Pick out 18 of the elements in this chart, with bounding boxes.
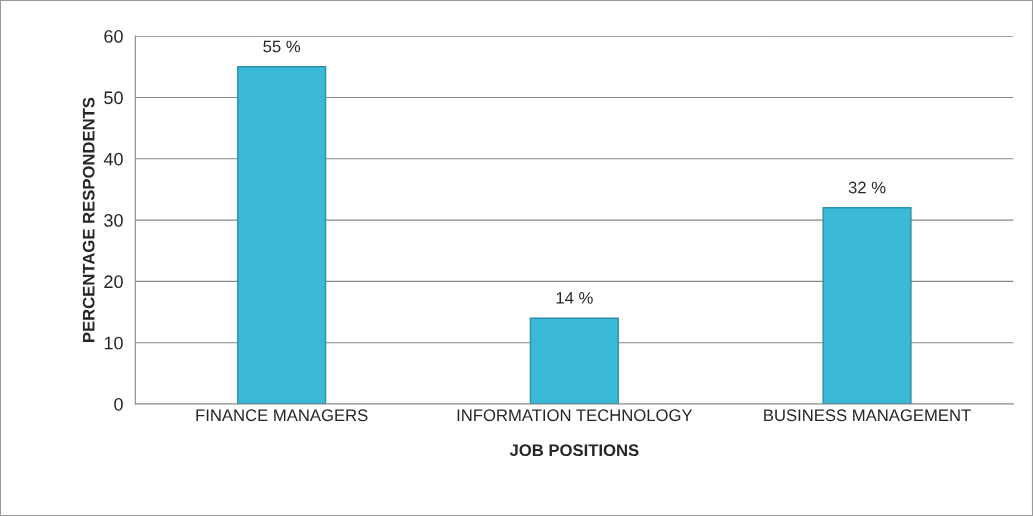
bar [237, 66, 327, 405]
data-label: 55 % [263, 40, 301, 53]
x-tick-label: INFORMATION TECHNOLOGY [457, 409, 693, 422]
data-label: 14 % [556, 292, 593, 304]
bar [529, 317, 619, 405]
x-tick-label: FINANCE MANAGERS [196, 409, 368, 422]
y-tick-label: 50 [104, 91, 123, 105]
x-axis-title: JOB POSITIONS [509, 444, 639, 457]
x-tick-label: BUSINESS MANAGEMENT [764, 409, 971, 422]
data-label: 32 % [848, 181, 886, 194]
bar [822, 207, 912, 405]
y-tick-label: 20 [104, 275, 123, 289]
y-tick-label: 40 [103, 152, 123, 166]
y-tick-label: 30 [104, 214, 123, 227]
y-axis-title: PERCENTAGE RESPONDENTS [82, 97, 95, 342]
y-tick-label: 0 [114, 397, 123, 411]
y-tick-label: 60 [104, 30, 123, 43]
y-tick-label: 10 [104, 336, 123, 350]
